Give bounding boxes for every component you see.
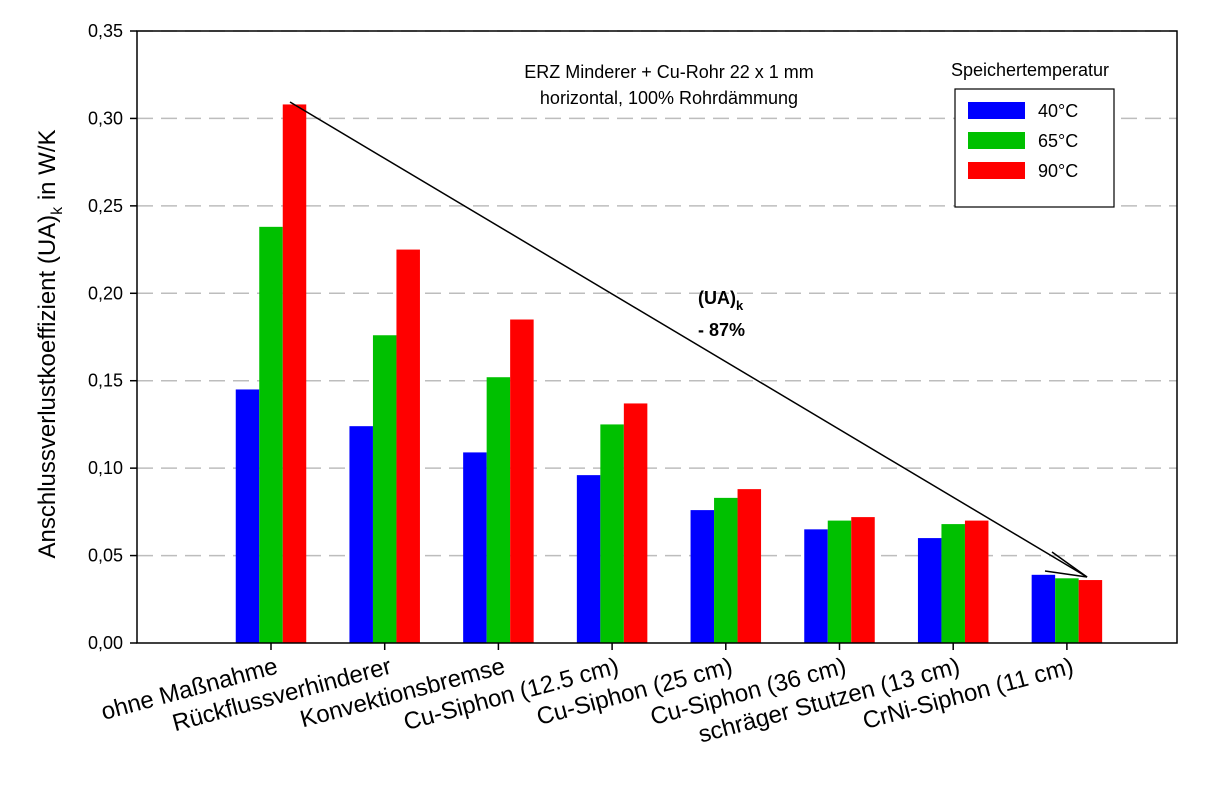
y-axis-label-main: Anschlussverlustkoeffizient (UA) [34, 215, 61, 559]
bar-65C-7 [1055, 578, 1079, 643]
bar-40C-6 [917, 538, 942, 643]
bar-90C-0 [282, 104, 307, 643]
bar-90C-5 [851, 517, 875, 643]
bars [235, 104, 1103, 644]
y-tick-label-5: 0,25 [88, 196, 123, 216]
y-tick-label-7: 0,35 [88, 21, 123, 41]
y-tick-label-1: 0,05 [88, 546, 123, 566]
arrow-label-sub: k [736, 298, 744, 313]
y-axis-label: Anschlussverlustkoeffizient (UA)k in W/K [34, 129, 66, 558]
bar-65C-6 [941, 524, 965, 643]
annotation-line-2: horizontal, 100% Rohrdämmung [540, 88, 798, 108]
bar-90C-3 [623, 403, 648, 643]
y-tick-label-3: 0,15 [88, 371, 123, 391]
legend-swatch-2 [968, 162, 1025, 179]
bar-40C-7 [1031, 574, 1056, 643]
legend-items: 40°C 65°C 90°C [968, 101, 1078, 181]
legend-label-2: 90°C [1038, 161, 1078, 181]
annotation-line-1: ERZ Minderer + Cu-Rohr 22 x 1 mm [524, 62, 814, 82]
category-labels: ohne MaßnahmeRückflussverhindererKonvekt… [98, 653, 1076, 749]
bar-65C-0 [259, 226, 283, 643]
arrow-label-main: (UA)k [698, 288, 744, 313]
trend-arrow [289, 101, 1088, 578]
bar-40C-1 [349, 426, 373, 643]
y-axis-label-sub: k [49, 206, 66, 215]
bar-90C-1 [396, 249, 420, 644]
bar-40C-5 [804, 529, 828, 643]
bar-65C-1 [372, 335, 397, 643]
bar-90C-7 [1078, 580, 1103, 643]
legend-label-0: 40°C [1038, 101, 1078, 121]
bar-90C-2 [510, 319, 534, 643]
bar-65C-5 [827, 520, 852, 643]
y-tick-label-4: 0,20 [88, 283, 123, 303]
bar-40C-0 [235, 389, 260, 643]
bar-90C-4 [737, 489, 762, 643]
legend-title: Speichertemperatur [951, 60, 1109, 80]
y-tick-labels: 0,00 0,05 0,10 0,15 0,20 0,25 0,30 0,35 [88, 21, 123, 653]
trend-arrow-line [289, 101, 1088, 578]
y-axis-label-tail: in W/K [34, 129, 61, 206]
bar-65C-4 [714, 497, 738, 643]
bar-40C-4 [690, 510, 715, 643]
arrow-label-change: - 87% [698, 320, 745, 340]
legend-swatch-0 [968, 102, 1025, 119]
bar-65C-3 [600, 424, 624, 643]
bar-40C-2 [463, 452, 487, 643]
bar-90C-6 [964, 520, 989, 643]
plot-frame [136, 30, 1178, 644]
legend-swatch-1 [968, 132, 1025, 149]
legend-label-1: 65°C [1038, 131, 1078, 151]
y-tick-label-2: 0,10 [88, 458, 123, 478]
bar-65C-2 [486, 377, 511, 643]
trend-arrow-head [1044, 551, 1088, 578]
y-tick-label-0: 0,00 [88, 633, 123, 653]
axes [130, 30, 1178, 650]
legend: Speichertemperatur 40°C 65°C 90°C [951, 60, 1115, 208]
bar-40C-3 [576, 475, 601, 643]
y-tick-label-6: 0,30 [88, 108, 123, 128]
